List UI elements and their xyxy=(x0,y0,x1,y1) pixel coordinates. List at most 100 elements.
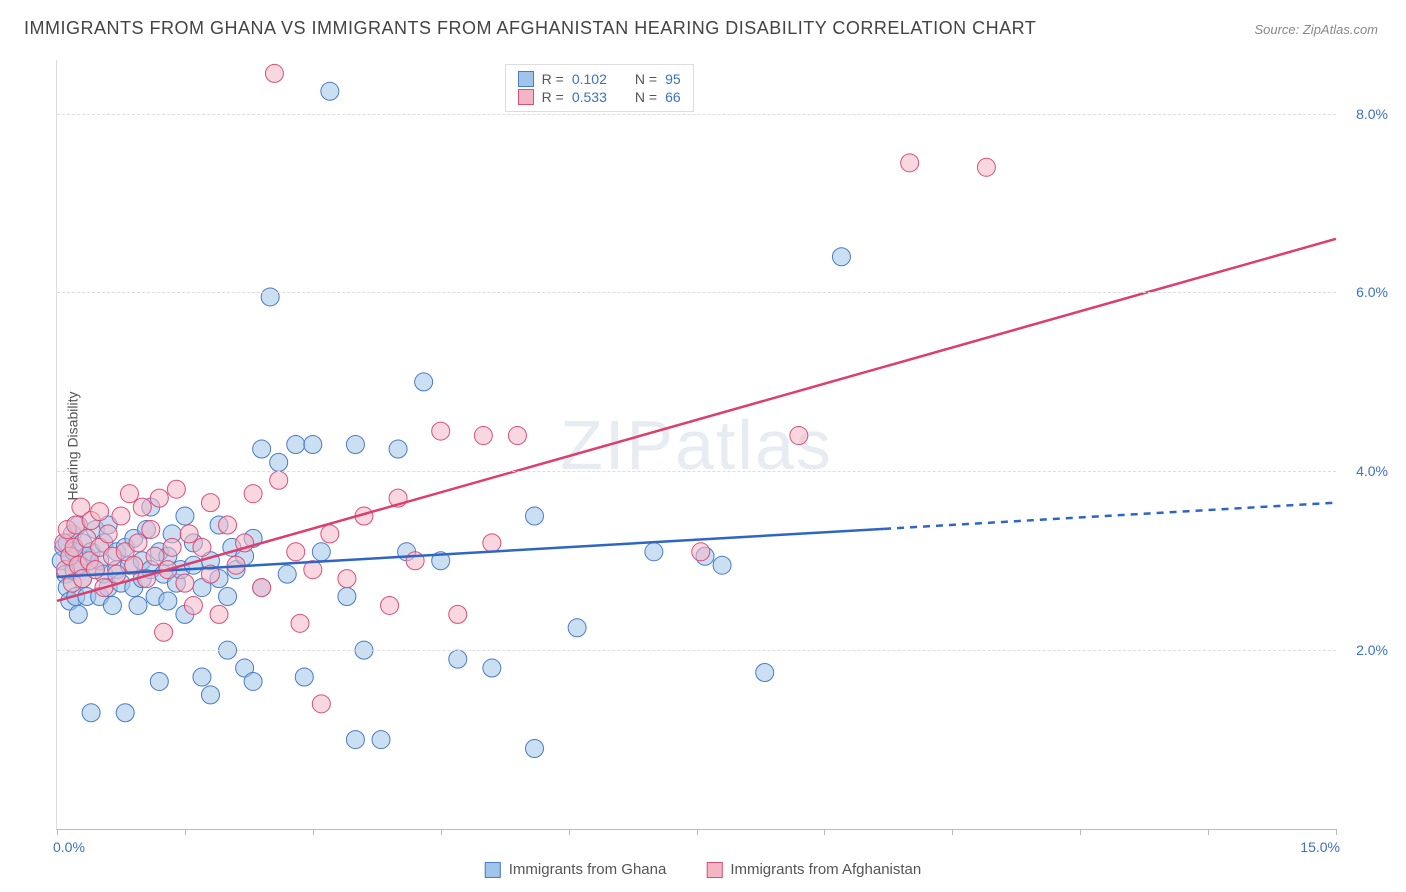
scatter-point-ghana xyxy=(568,619,586,637)
scatter-point-ghana xyxy=(82,704,100,722)
scatter-point-ghana xyxy=(304,436,322,454)
scatter-point-afghanistan xyxy=(180,525,198,543)
legend-bottom-item: Immigrants from Afghanistan xyxy=(706,861,921,878)
scatter-point-afghanistan xyxy=(146,547,164,565)
gridline-h xyxy=(57,650,1336,651)
scatter-point-ghana xyxy=(159,592,177,610)
scatter-point-afghanistan xyxy=(133,498,151,516)
scatter-point-ghana xyxy=(372,731,390,749)
y-tick-label: 6.0% xyxy=(1356,284,1388,300)
legend-bottom: Immigrants from Ghana Immigrants from Afg… xyxy=(485,861,921,878)
scatter-point-ghana xyxy=(525,740,543,758)
gridline-h xyxy=(57,292,1336,293)
scatter-point-ghana xyxy=(295,668,313,686)
scatter-point-afghanistan xyxy=(432,422,450,440)
legend-swatch xyxy=(485,862,501,878)
scatter-point-ghana xyxy=(270,453,288,471)
scatter-point-ghana xyxy=(832,248,850,266)
scatter-point-ghana xyxy=(193,668,211,686)
scatter-point-afghanistan xyxy=(210,605,228,623)
scatter-point-afghanistan xyxy=(338,570,356,588)
scatter-point-ghana xyxy=(201,686,219,704)
legend-swatch xyxy=(518,71,534,87)
scatter-point-ghana xyxy=(346,436,364,454)
scatter-point-afghanistan xyxy=(244,485,262,503)
scatter-point-afghanistan xyxy=(219,516,237,534)
scatter-point-ghana xyxy=(129,596,147,614)
scatter-point-ghana xyxy=(116,704,134,722)
legend-r-value: 0.533 xyxy=(572,89,607,105)
chart-title: IMMIGRANTS FROM GHANA VS IMMIGRANTS FROM… xyxy=(24,18,1036,39)
scatter-point-afghanistan xyxy=(184,596,202,614)
x-tick xyxy=(952,829,953,835)
legend-n-value: 66 xyxy=(665,89,681,105)
scatter-point-ghana xyxy=(713,556,731,574)
scatter-point-afghanistan xyxy=(129,534,147,552)
scatter-point-afghanistan xyxy=(91,503,109,521)
scatter-point-ghana xyxy=(389,440,407,458)
scatter-point-afghanistan xyxy=(901,154,919,172)
x-tick xyxy=(185,829,186,835)
scatter-point-afghanistan xyxy=(270,471,288,489)
scatter-point-afghanistan xyxy=(142,520,160,538)
legend-n-label: N = xyxy=(635,89,657,105)
legend-top-row: R =0.102N =95 xyxy=(518,71,681,87)
source-label: Source: ZipAtlas.com xyxy=(1254,22,1378,37)
legend-r-label: R = xyxy=(542,89,564,105)
legend-r-value: 0.102 xyxy=(572,71,607,87)
scatter-point-afghanistan xyxy=(474,427,492,445)
scatter-point-afghanistan xyxy=(193,538,211,556)
scatter-point-ghana xyxy=(261,288,279,306)
scatter-point-afghanistan xyxy=(120,485,138,503)
plot-svg xyxy=(57,60,1336,829)
scatter-point-afghanistan xyxy=(312,695,330,713)
scatter-point-afghanistan xyxy=(977,158,995,176)
scatter-point-afghanistan xyxy=(201,494,219,512)
scatter-point-ghana xyxy=(645,543,663,561)
scatter-point-ghana xyxy=(415,373,433,391)
scatter-point-ghana xyxy=(321,82,339,100)
scatter-point-afghanistan xyxy=(483,534,501,552)
scatter-point-afghanistan xyxy=(449,605,467,623)
x-tick xyxy=(569,829,570,835)
x-tick xyxy=(1208,829,1209,835)
scatter-point-afghanistan xyxy=(150,489,168,507)
y-tick-label: 4.0% xyxy=(1356,463,1388,479)
x-tick xyxy=(1336,829,1337,835)
trendline-dashed-ghana xyxy=(884,503,1336,529)
x-tick-label: 15.0% xyxy=(1300,839,1340,855)
plot-area: ZIPatlas R =0.102N =95R =0.533N =66 2.0%… xyxy=(56,60,1336,830)
legend-n-value: 95 xyxy=(665,71,681,87)
scatter-point-afghanistan xyxy=(176,574,194,592)
scatter-point-ghana xyxy=(338,588,356,606)
scatter-point-afghanistan xyxy=(265,64,283,82)
scatter-point-afghanistan xyxy=(287,543,305,561)
legend-swatch xyxy=(706,862,722,878)
x-tick xyxy=(313,829,314,835)
scatter-point-ghana xyxy=(287,436,305,454)
scatter-point-afghanistan xyxy=(790,427,808,445)
x-tick xyxy=(824,829,825,835)
scatter-point-afghanistan xyxy=(381,596,399,614)
legend-bottom-item: Immigrants from Ghana xyxy=(485,861,667,878)
scatter-point-ghana xyxy=(176,507,194,525)
x-tick xyxy=(697,829,698,835)
scatter-point-ghana xyxy=(244,672,262,690)
scatter-point-ghana xyxy=(253,440,271,458)
gridline-h xyxy=(57,471,1336,472)
scatter-point-afghanistan xyxy=(321,525,339,543)
scatter-point-ghana xyxy=(449,650,467,668)
scatter-point-ghana xyxy=(69,605,87,623)
x-tick xyxy=(1080,829,1081,835)
x-tick-label: 0.0% xyxy=(53,839,85,855)
scatter-point-ghana xyxy=(483,659,501,677)
scatter-point-afghanistan xyxy=(163,538,181,556)
legend-r-label: R = xyxy=(542,71,564,87)
legend-top: R =0.102N =95R =0.533N =66 xyxy=(505,64,694,112)
scatter-point-ghana xyxy=(346,731,364,749)
scatter-point-afghanistan xyxy=(253,579,271,597)
scatter-point-afghanistan xyxy=(291,614,309,632)
legend-series-label: Immigrants from Afghanistan xyxy=(730,861,921,878)
legend-series-label: Immigrants from Ghana xyxy=(509,861,667,878)
scatter-point-ghana xyxy=(103,596,121,614)
